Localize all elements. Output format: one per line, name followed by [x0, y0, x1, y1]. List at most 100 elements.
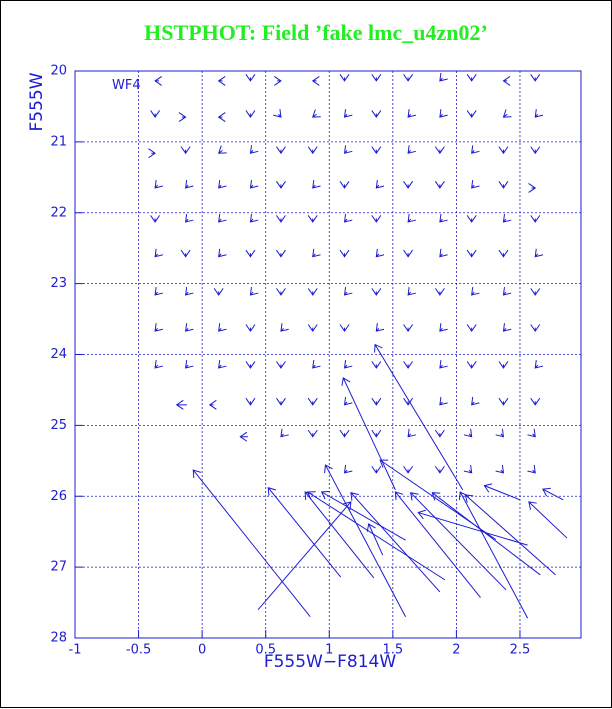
arrow	[307, 429, 318, 438]
arrow	[434, 146, 445, 155]
arrow	[530, 146, 541, 155]
arrow	[175, 399, 187, 410]
x-tick-label: 2.5	[510, 643, 531, 658]
y-tick-label: 25	[50, 418, 67, 433]
arrow	[434, 181, 445, 189]
arrow	[466, 324, 477, 332]
y-axis-label: F555W	[27, 72, 47, 131]
arrow	[403, 74, 414, 82]
arrow	[371, 74, 382, 82]
arrow	[464, 494, 556, 576]
arrow	[341, 377, 396, 491]
arrow	[273, 109, 282, 118]
x-tick-label: 0.5	[255, 643, 276, 658]
arrow	[276, 249, 286, 258]
arrow	[371, 146, 382, 155]
arrow	[417, 509, 528, 546]
arrow	[154, 323, 163, 332]
arrow	[471, 179, 480, 189]
x-tick-label: -1	[69, 643, 82, 658]
arrow	[339, 249, 350, 258]
arrow	[245, 74, 256, 82]
arrow	[530, 74, 541, 82]
arrow	[528, 183, 537, 193]
arrow	[410, 492, 507, 591]
arrow	[180, 249, 191, 258]
arrow	[150, 110, 161, 118]
arrow	[276, 361, 286, 369]
arrow	[245, 110, 256, 118]
arrow	[249, 145, 259, 154]
arrow	[439, 72, 448, 82]
arrow	[458, 491, 529, 619]
arrow	[178, 112, 187, 122]
arrow	[502, 213, 512, 223]
arrow	[371, 397, 382, 406]
arrow	[180, 146, 191, 155]
arrow	[217, 112, 226, 122]
arrow	[312, 359, 321, 369]
arrow	[403, 249, 414, 258]
arrow	[274, 75, 282, 86]
arrow	[366, 523, 384, 556]
arrow	[466, 361, 477, 369]
arrow	[502, 286, 512, 296]
arrow	[185, 359, 194, 369]
arrow	[530, 324, 541, 332]
arrow	[434, 429, 445, 438]
arrow	[407, 286, 416, 296]
y-tick-label: 23	[50, 276, 67, 291]
arrow	[311, 75, 320, 86]
arrow	[498, 249, 509, 258]
arrow	[375, 323, 385, 332]
arrow	[218, 179, 227, 189]
arrow	[192, 469, 311, 618]
x-tick-label: -0.5	[126, 643, 151, 658]
arrow	[466, 110, 477, 118]
arrow	[249, 213, 259, 223]
arrow	[307, 288, 318, 296]
arrow	[343, 396, 353, 406]
arrow	[371, 465, 382, 474]
arrow	[245, 397, 256, 406]
y-tick-label: 28	[50, 631, 67, 646]
arrow	[371, 288, 382, 296]
y-tick-label: 26	[50, 489, 67, 504]
arrow	[371, 361, 382, 369]
arrow	[527, 428, 536, 438]
arrow	[498, 146, 509, 155]
arrow	[276, 146, 286, 155]
arrow	[403, 324, 414, 332]
arrow	[495, 464, 505, 474]
arrow	[471, 145, 480, 154]
arrow	[530, 397, 541, 406]
arrow	[434, 288, 445, 296]
arrow	[466, 74, 477, 82]
arrow	[257, 501, 352, 610]
arrow	[431, 492, 541, 576]
arrow	[439, 323, 448, 332]
arrow	[154, 286, 163, 296]
arrow	[239, 431, 248, 442]
arrow	[249, 179, 259, 189]
arrow	[343, 359, 353, 369]
arrow	[407, 145, 416, 154]
arrow	[371, 110, 382, 118]
arrow	[463, 464, 473, 474]
arrow	[407, 213, 416, 223]
y-tick-label: 22	[50, 205, 67, 220]
arrow	[534, 248, 544, 258]
arrow	[213, 288, 224, 296]
arrow	[312, 109, 321, 118]
arrow	[530, 288, 541, 296]
arrow	[249, 286, 259, 296]
arrow	[218, 323, 227, 332]
arrow	[320, 490, 406, 541]
arrow	[217, 145, 227, 154]
arrow	[217, 75, 226, 86]
arrow	[403, 361, 414, 369]
arrow	[534, 109, 544, 118]
arrow	[343, 286, 353, 296]
arrow	[324, 464, 406, 617]
